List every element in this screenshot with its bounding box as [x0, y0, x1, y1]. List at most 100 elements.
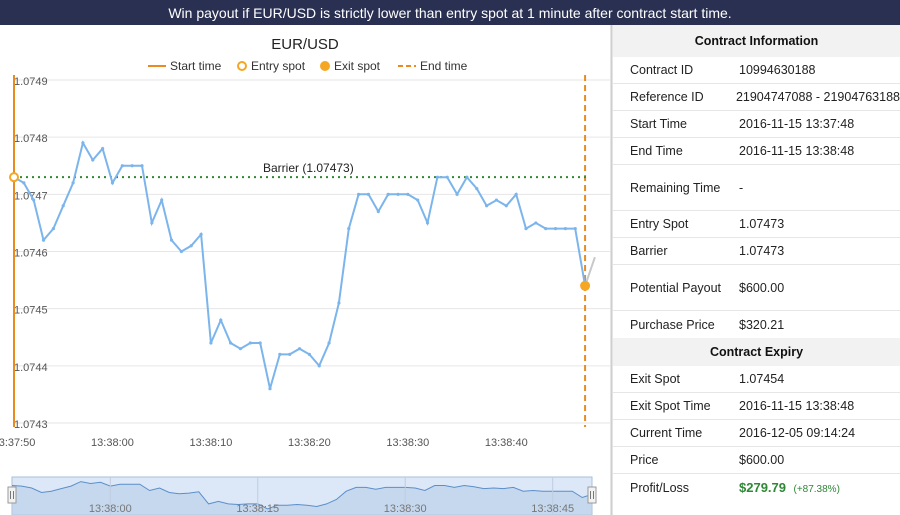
expiry-value: 2016-12-05 09:14:24 [739, 426, 856, 440]
price-point [307, 352, 311, 356]
contract-description-banner: Win payout if EUR/USD is strictly lower … [0, 0, 900, 25]
x-tick-label: 13:38:00 [91, 437, 134, 449]
y-tick-label: 1.0748 [14, 133, 48, 145]
price-point [160, 198, 164, 202]
expiry-value: 2016-11-15 13:38:48 [739, 399, 855, 413]
price-point [268, 387, 272, 391]
price-point [288, 352, 292, 356]
price-point [150, 221, 154, 225]
expiry-row-exit-spot-time: Exit Spot Time 2016-11-15 13:38:48 [613, 393, 900, 420]
price-point [573, 227, 577, 231]
chart-title: EUR/USD [271, 36, 339, 53]
info-row-purchase-price: Purchase Price $320.21 [613, 311, 900, 338]
info-label: Remaining Time [630, 180, 721, 195]
expiry-row-current-time: Current Time 2016-12-05 09:14:24 [613, 420, 900, 447]
price-point [317, 364, 321, 368]
price-point [140, 164, 144, 168]
legend-label: Start time [170, 59, 222, 73]
price-point [544, 227, 548, 231]
x-tick-label: 13:38:30 [386, 437, 429, 449]
navigator-tick-label: 13:38:30 [384, 503, 427, 515]
handle-grip[interactable] [7, 486, 17, 504]
price-point [534, 221, 538, 225]
profit-loss-value-group: $279.79 (+87.38%) [723, 480, 900, 495]
price-point [41, 238, 46, 242]
price-point [199, 232, 203, 236]
price-point [219, 318, 223, 322]
info-label: Barrier [630, 244, 668, 258]
expiry-label: Exit Spot [630, 372, 681, 386]
info-row-reference-id: Reference ID 21904747088 - 21904763188 [613, 84, 900, 111]
info-row-end-time: End Time 2016-11-15 13:38:48 [613, 138, 900, 165]
info-label: Start Time [630, 117, 687, 131]
expiry-row-exit-spot: Exit Spot 1.07454 [613, 366, 900, 393]
info-label: Entry Spot [630, 217, 689, 231]
info-value: 2016-11-15 13:37:48 [739, 117, 855, 131]
contract-panel: Contract Information Contract ID 1099463… [613, 25, 900, 515]
price-point [278, 352, 282, 356]
banner-text: Win payout if EUR/USD is strictly lower … [168, 4, 732, 21]
price-point [563, 227, 567, 231]
y-tick-label: 1.0744 [14, 362, 48, 374]
info-value: 2016-11-15 13:38:48 [739, 144, 855, 158]
price-chart: EUR/USD Start time Entry spot Exit spot End … [0, 36, 610, 515]
navigator-tick-label: 13:38:00 [89, 503, 132, 515]
expiry-label: Price [630, 453, 659, 467]
handle-grip[interactable] [587, 486, 597, 504]
price-point [238, 347, 243, 351]
price-point [327, 341, 331, 345]
x-tick-label: 13:38:10 [190, 437, 233, 449]
price-point [120, 164, 124, 168]
legend-label: Entry spot [251, 59, 306, 73]
x-tick-label: 13:37:50 [0, 437, 35, 449]
price-point [553, 227, 558, 231]
price-point [455, 192, 459, 196]
info-label: Contract ID [630, 63, 694, 77]
price-point [91, 158, 95, 162]
price-point [169, 238, 174, 242]
price-point [386, 192, 390, 196]
expiry-label: Current Time [630, 426, 703, 440]
y-tick-label: 1.0745 [14, 305, 48, 317]
expiry-row-price: Price $600.00 [613, 447, 900, 474]
price-point [494, 198, 499, 202]
price-point [297, 347, 302, 351]
price-point [425, 221, 430, 225]
price-point [416, 198, 420, 202]
post-end-line [584, 256, 596, 287]
y-tick-label: 1.0746 [14, 248, 48, 260]
price-point [524, 227, 528, 231]
navigator-series-line [11, 481, 593, 510]
entry-spot-marker [9, 172, 19, 183]
price-point [71, 181, 75, 185]
info-row-entry-spot: Entry Spot 1.07473 [613, 211, 900, 238]
profit-loss-percent: (+87.38%) [793, 484, 840, 495]
profit-loss-amount: $279.79 [739, 480, 786, 495]
price-point [61, 204, 65, 208]
contract-expiry-header: Contract Expiry [613, 338, 900, 366]
price-point [179, 249, 183, 254]
exit-spot-marker [580, 280, 591, 291]
expiry-value: 1.07454 [739, 372, 785, 386]
price-point [445, 175, 449, 179]
price-point [189, 244, 193, 248]
navigator-tick-label: 13:38:15 [236, 503, 279, 515]
legend-entry-spot-icon [237, 61, 247, 71]
navigator-right-handle[interactable] [587, 486, 597, 504]
info-row-potential-payout: Potential Payout $600.00 [613, 265, 900, 311]
info-value: 10994630188 [739, 63, 816, 77]
price-point [366, 192, 371, 196]
chart-container: EUR/USD Start time Entry spot Exit spot End … [0, 25, 610, 515]
y-tick-label: 1.0743 [14, 419, 48, 431]
info-label: Potential Payout [630, 280, 722, 295]
navigator-area [12, 481, 592, 515]
info-value: $320.21 [739, 317, 785, 332]
navigator-tick-label: 13:38:45 [531, 503, 574, 515]
price-series-line [13, 140, 587, 389]
legend-label: End time [420, 59, 468, 73]
y-tick-label: 1.0749 [14, 76, 48, 88]
expiry-value: $600.00 [739, 453, 785, 467]
navigator-left-handle[interactable] [7, 486, 17, 504]
price-point [110, 181, 115, 185]
price-point [485, 204, 489, 208]
